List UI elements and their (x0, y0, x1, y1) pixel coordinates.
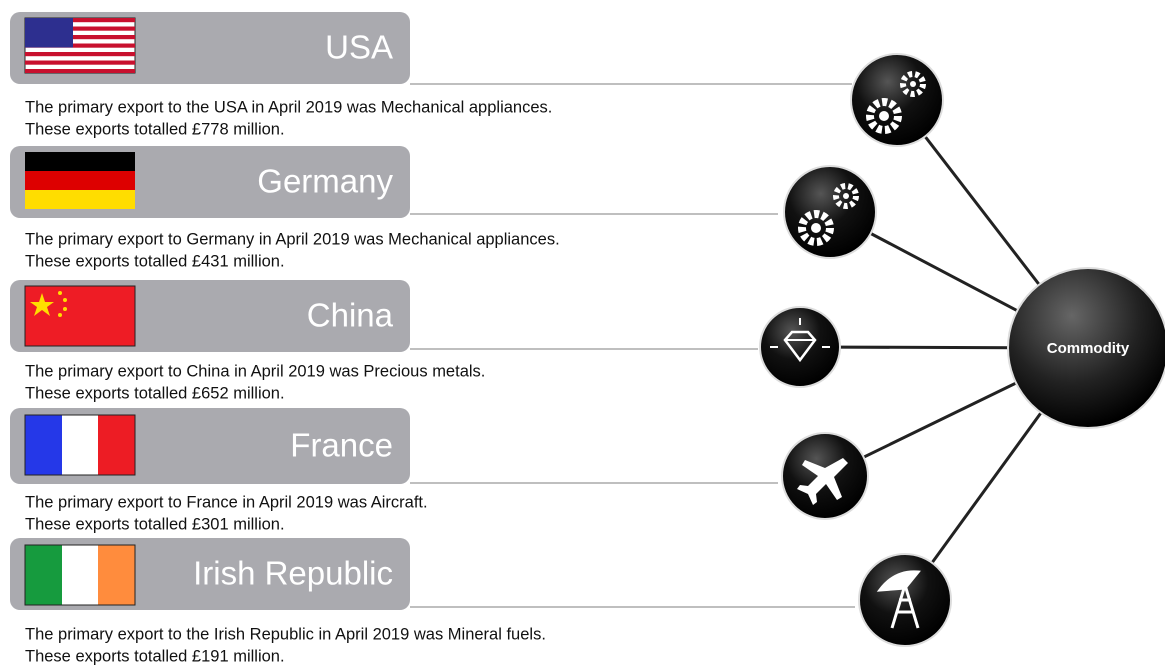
country-name: France (290, 427, 393, 464)
description: These exports totalled £778 million. (25, 120, 285, 138)
country-name: Germany (257, 163, 393, 200)
icon-gears (850, 53, 944, 147)
flag-germany (25, 152, 135, 209)
description: These exports totalled £431 million. (25, 252, 285, 270)
description: The primary export to the USA in April 2… (25, 98, 552, 116)
country-name: China (307, 297, 394, 334)
icon-oil-rig (858, 553, 952, 647)
description: These exports totalled £652 million. (25, 384, 285, 402)
icon-gears (783, 165, 877, 259)
description: The primary export to Germany in April 2… (25, 230, 560, 248)
flag-ireland (24, 544, 136, 606)
flag-china (24, 285, 136, 347)
description: These exports totalled £191 million. (25, 647, 285, 665)
hub: Commodity (1007, 267, 1165, 429)
icon-diamond (759, 306, 841, 388)
flag-usa (24, 17, 136, 74)
description: The primary export to China in April 201… (25, 362, 485, 380)
icon-plane (781, 432, 869, 520)
hub-label: Commodity (1047, 340, 1130, 357)
description: The primary export to France in April 20… (25, 493, 428, 511)
description: These exports totalled £301 million. (25, 515, 285, 533)
country-name: Irish Republic (193, 555, 393, 592)
flag-france (24, 414, 136, 476)
connectors (410, 83, 855, 608)
description: The primary export to the Irish Republic… (25, 625, 546, 643)
country-name: USA (325, 29, 393, 66)
